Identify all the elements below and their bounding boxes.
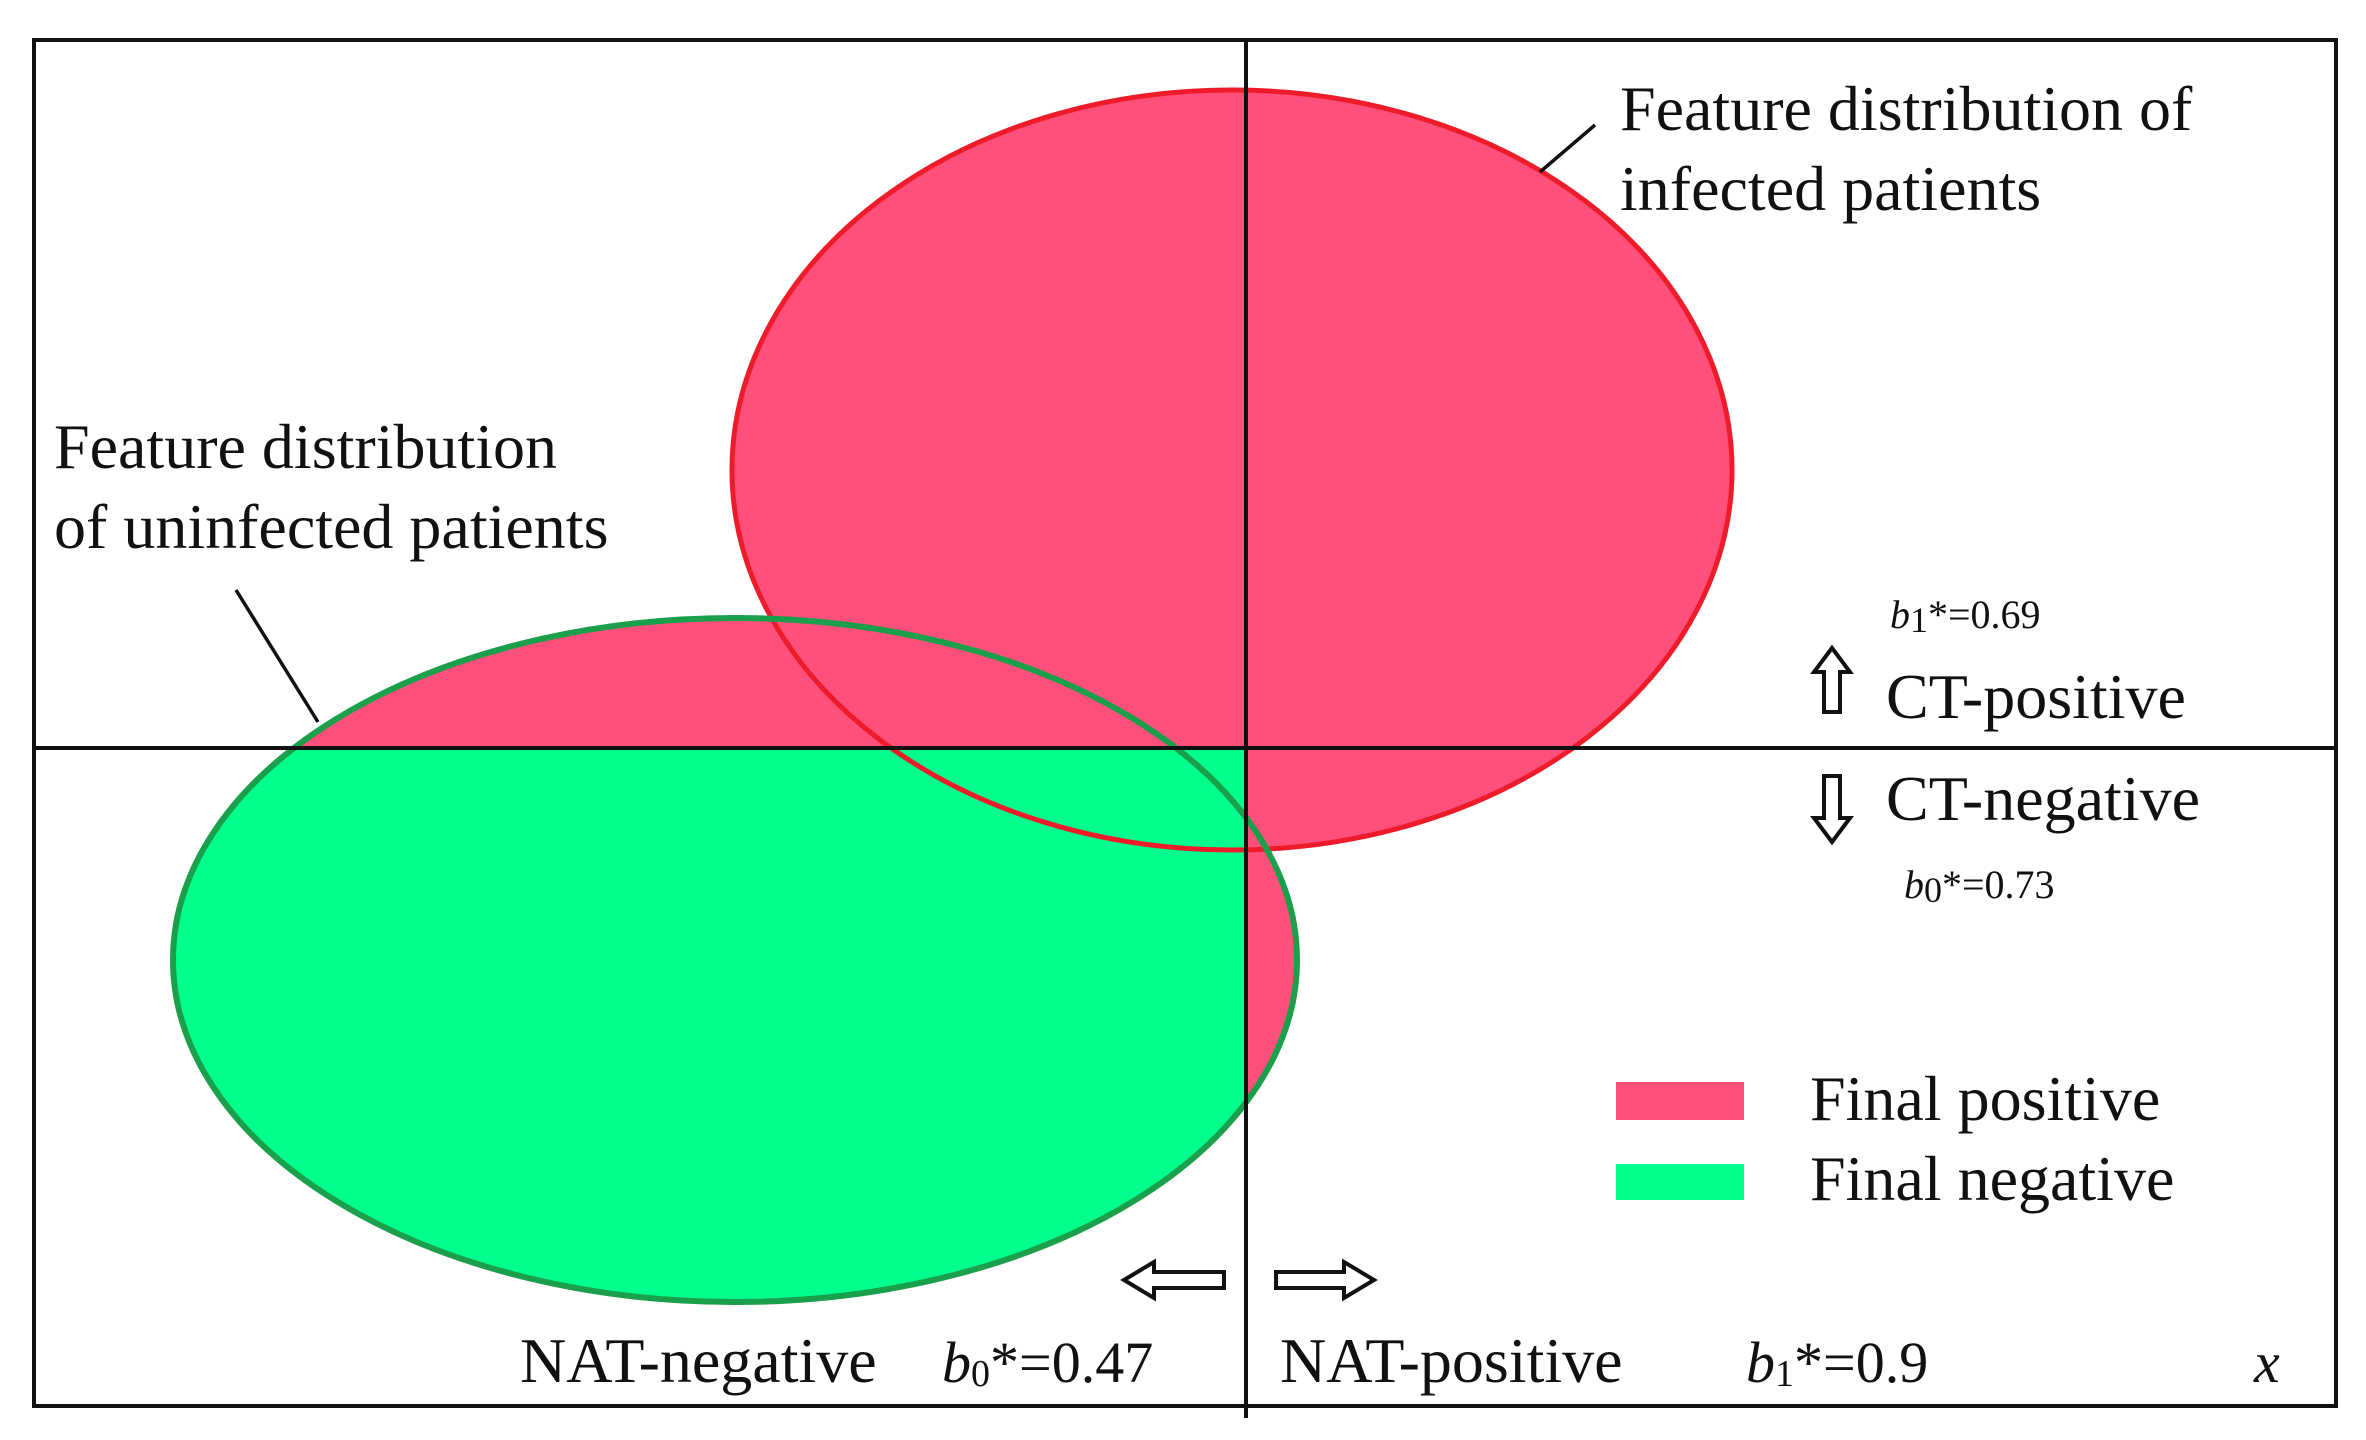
legend-final-negative: Final negative [1810,1143,2174,1214]
nat-positive-label: NAT-positive [1280,1325,1623,1396]
ct-negative-label: CT-negative [1886,763,2200,834]
ct-b0-threshold: b0*=0.73 [1904,862,2055,910]
x-axis-label: x [2253,1330,2280,1395]
infected-label-line1: Feature distribution of [1620,73,2193,144]
nat-b1-threshold: b1*=0.9 [1746,1330,1928,1395]
legend-swatch-final-negative [1616,1164,1744,1200]
infected-distribution-outline [729,87,1735,853]
infected-leader-line [1538,123,1597,174]
uninfected-label-line1: Feature distribution [54,411,557,482]
nat-negative-label: NAT-negative [520,1325,877,1396]
legend-final-positive: Final positive [1810,1063,2160,1134]
plot-frame [32,38,2338,1408]
legend-swatch-final-positive [1616,1082,1744,1120]
uninfected-distribution-outline [170,615,1300,1305]
uninfected-label-line2: of uninfected patients [54,491,608,562]
infected-label-line2: infected patients [1620,153,2041,224]
right-arrow-icon [1274,1258,1378,1302]
uninfected-leader-line [234,589,320,723]
final-positive-region-upper [294,618,1176,748]
final-negative-region-overlap [891,748,1246,850]
down-arrow-icon [1810,774,1854,846]
up-arrow-icon [1810,644,1854,714]
ct-b1-threshold: b1*=0.69 [1890,592,2041,640]
left-arrow-icon [1120,1258,1226,1302]
nat-b0-threshold: b0*=0.47 [942,1330,1153,1395]
ct-positive-label: CT-positive [1886,661,2186,732]
